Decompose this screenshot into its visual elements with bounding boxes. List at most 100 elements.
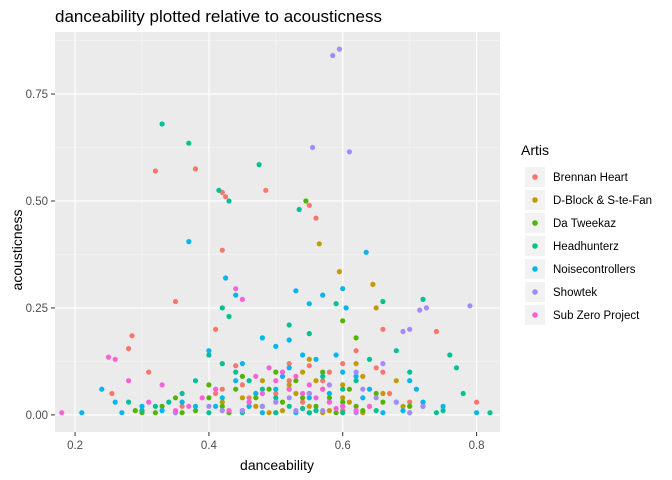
- data-point: [259, 335, 265, 341]
- data-point: [353, 378, 359, 384]
- data-point: [393, 348, 399, 354]
- data-point: [226, 313, 232, 320]
- data-point: [192, 403, 199, 409]
- data-point: [239, 395, 245, 401]
- data-point: [259, 410, 265, 416]
- data-point: [246, 378, 252, 384]
- data-point: [166, 399, 172, 405]
- legend-swatch: [532, 289, 538, 295]
- data-point: [273, 395, 279, 401]
- data-point: [279, 373, 286, 379]
- data-point: [423, 305, 429, 311]
- data-point: [320, 386, 326, 392]
- data-point: [340, 318, 346, 324]
- data-point: [233, 369, 239, 375]
- legend-label: Sub Zero Project: [553, 310, 640, 322]
- data-point: [253, 403, 259, 409]
- data-point: [360, 395, 366, 401]
- legend-swatch: [532, 220, 538, 226]
- data-point: [380, 361, 386, 367]
- data-point: [300, 395, 306, 401]
- data-point: [239, 296, 245, 302]
- data-point: [380, 399, 386, 405]
- data-point: [313, 403, 319, 409]
- data-point: [306, 410, 312, 416]
- data-point: [453, 365, 460, 371]
- data-point: [266, 365, 272, 371]
- data-point: [286, 378, 292, 384]
- chart-title: danceability plotted relative to acousti…: [55, 7, 382, 26]
- data-point: [306, 403, 312, 409]
- data-point: [300, 369, 306, 375]
- data-point: [239, 382, 245, 388]
- data-point: [223, 194, 229, 200]
- legend-label: Da Tweekaz: [553, 218, 616, 230]
- data-point: [152, 410, 158, 416]
- y-tick-label: 0.75: [26, 89, 48, 101]
- data-point: [380, 369, 386, 375]
- data-point: [119, 410, 125, 416]
- data-point: [179, 403, 185, 409]
- data-point: [273, 386, 279, 392]
- legend-swatch: [532, 312, 538, 318]
- data-point: [353, 373, 359, 379]
- data-point: [192, 378, 199, 384]
- data-point: [353, 361, 359, 367]
- data-point: [413, 386, 419, 392]
- data-point: [343, 305, 349, 311]
- legend-label: Noisecontrollers: [553, 264, 636, 276]
- data-point: [440, 403, 446, 409]
- data-point: [333, 301, 339, 307]
- data-point: [326, 399, 332, 405]
- data-point: [433, 410, 439, 416]
- data-point: [360, 386, 366, 392]
- data-point: [393, 378, 399, 384]
- data-point: [146, 399, 152, 405]
- data-point: [380, 298, 386, 305]
- data-point: [366, 386, 373, 392]
- data-point: [420, 399, 426, 405]
- data-point: [213, 386, 219, 392]
- data-point: [300, 405, 306, 412]
- data-point: [407, 403, 413, 409]
- legend: Artis Brennan Heart D-Block & S-te-Fan Da …: [521, 142, 652, 325]
- data-point: [373, 408, 379, 414]
- data-point: [340, 410, 346, 416]
- data-point: [336, 46, 342, 52]
- data-point: [239, 373, 245, 379]
- data-point: [206, 352, 212, 358]
- data-point: [340, 286, 346, 292]
- data-point: [206, 348, 212, 354]
- data-point: [300, 390, 306, 397]
- data-point: [159, 403, 165, 409]
- legend-label: Headhunterz: [553, 241, 619, 253]
- data-point: [139, 408, 145, 414]
- data-point: [146, 369, 152, 375]
- data-point: [206, 382, 212, 388]
- data-point: [326, 390, 332, 397]
- data-points: [59, 46, 493, 416]
- data-point: [186, 239, 192, 245]
- data-point: [219, 305, 225, 311]
- data-point: [320, 369, 326, 375]
- data-point: [400, 403, 406, 409]
- data-point: [246, 399, 252, 405]
- data-point: [152, 168, 158, 174]
- data-point: [186, 140, 192, 146]
- legend-label: Brennan Heart: [553, 172, 629, 184]
- legend-swatch: [532, 174, 538, 180]
- data-point: [226, 198, 232, 204]
- data-point: [373, 395, 379, 401]
- data-point: [393, 399, 399, 405]
- data-point: [407, 410, 413, 416]
- legend-swatch: [532, 197, 538, 203]
- data-point: [213, 403, 219, 409]
- data-point: [487, 410, 493, 416]
- data-point: [279, 399, 286, 405]
- data-point: [340, 369, 346, 375]
- data-point: [152, 403, 158, 409]
- data-point: [320, 378, 326, 384]
- data-point: [433, 328, 439, 335]
- data-point: [79, 410, 85, 416]
- data-point: [279, 369, 286, 375]
